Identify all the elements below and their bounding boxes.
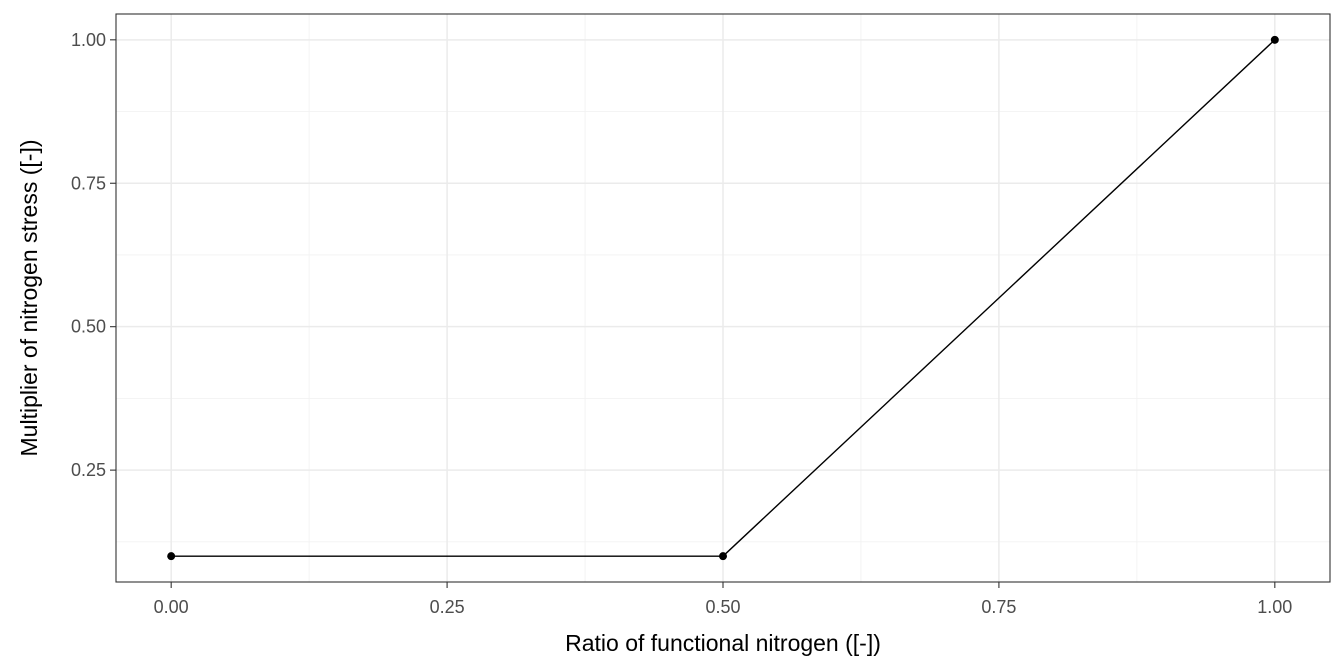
- x-axis: 0.00 0.25 0.50 0.75 1.00: [154, 582, 1292, 617]
- major-gridlines: [116, 14, 1330, 582]
- series-line-segment: [722, 39, 1276, 557]
- y-tick-label: 0.25: [71, 460, 106, 480]
- series-layer: [167, 35, 1279, 561]
- x-tick-label: 0.75: [981, 597, 1016, 617]
- data-point: [167, 552, 176, 561]
- y-axis-title: Multiplier of nitrogen stress ([-]): [16, 140, 42, 457]
- y-tick-label: 0.50: [71, 317, 106, 337]
- y-tick-label: 1.00: [71, 30, 106, 50]
- x-tick-label: 0.25: [430, 597, 465, 617]
- data-point: [719, 552, 727, 561]
- y-axis: 0.25 0.50 0.75 1.00: [71, 30, 116, 480]
- x-axis-title: Ratio of functional nitrogen ([-]): [565, 630, 881, 656]
- x-tick-label: 0.50: [705, 597, 740, 617]
- y-tick-label: 0.75: [71, 173, 106, 193]
- data-point: [1270, 35, 1279, 44]
- x-tick-label: 0.00: [154, 597, 189, 617]
- x-tick-label: 1.00: [1257, 597, 1292, 617]
